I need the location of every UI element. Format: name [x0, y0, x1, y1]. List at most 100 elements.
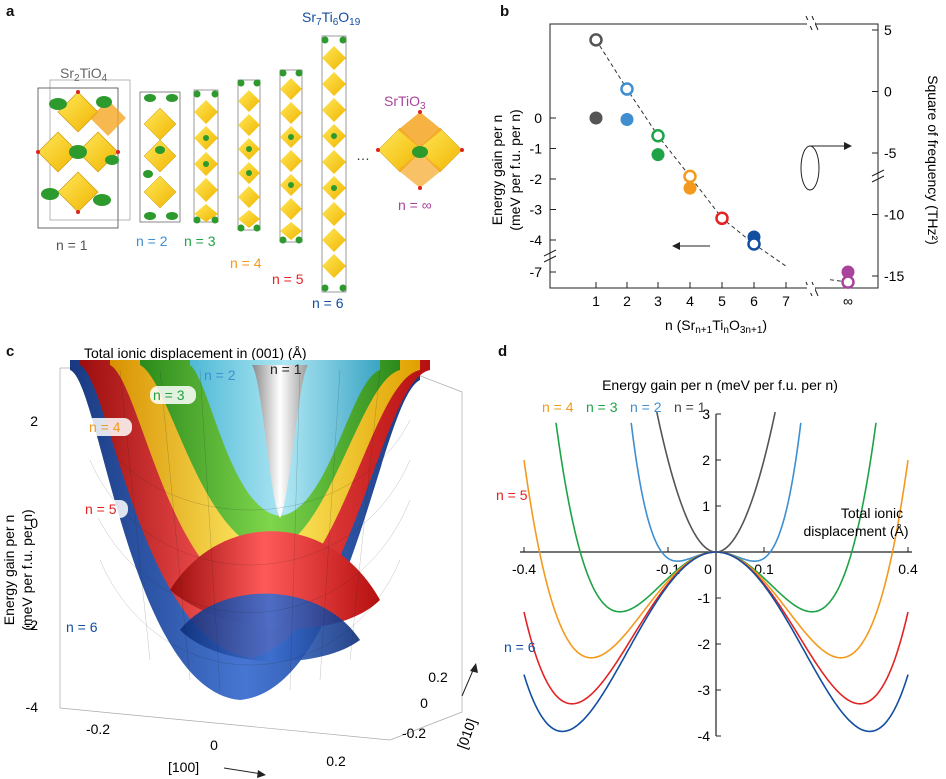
arrow-right-indicator: [800, 142, 852, 191]
structure-n6: [321, 35, 347, 293]
x-tick-label: 5: [718, 293, 726, 309]
structure-n1: [36, 79, 131, 229]
z-label-2: (meV per f.u. per n): [19, 509, 35, 630]
y-tick-label: 2: [702, 452, 710, 468]
z-label-1: Energy gain per n: [1, 515, 17, 626]
frequency-point: [841, 275, 855, 289]
frequency-point: [620, 82, 634, 96]
frequency-point: [589, 33, 603, 47]
label-ninf: n = ∞: [398, 197, 432, 213]
left-axis-ticks: 0 -1 -2 -3 -4 -7: [530, 110, 556, 280]
plot-b-frame: [549, 23, 879, 289]
right-axis-ticks: 5 0 -5 -10 -15: [872, 22, 904, 284]
arrow-left-indicator: [672, 242, 710, 250]
frequency-point: [747, 237, 761, 251]
right-tick-label: 0: [884, 84, 892, 100]
panel-b-label: b: [500, 3, 509, 20]
y-right-label: Square of frequency (THz²): [925, 75, 941, 245]
left-tick-label: -3: [530, 202, 543, 218]
structure-n2: [139, 91, 181, 223]
panel-c-label: c: [6, 343, 14, 360]
label-d-n6: n = 6: [504, 639, 536, 655]
right-tick-label: -5: [884, 145, 897, 161]
label-d-n3: n = 3: [586, 399, 618, 415]
x-tick-label: 3: [654, 293, 662, 309]
sr2tio4-formula: Sr2TiO4: [60, 65, 108, 84]
surface-n1: [252, 365, 308, 518]
left-tick-label: -1: [530, 141, 543, 157]
label-n4: n = 4: [230, 255, 262, 271]
energy-point: [841, 265, 855, 279]
label-n5: n = 5: [272, 271, 304, 287]
label-n3: n = 3: [184, 233, 216, 249]
label-c-n2: n = 2: [204, 367, 236, 383]
label-d-n2: n = 2: [630, 399, 662, 415]
z-tick: 2: [30, 413, 38, 429]
label-c-n3: n = 3: [153, 387, 185, 403]
x-tick-label: 2: [623, 293, 631, 309]
label-n2: n = 2: [136, 233, 168, 249]
structure-ninf: [376, 110, 464, 190]
frequency-point: [683, 169, 697, 184]
x-axis-ticks-c: -0.2 0 0.2: [86, 721, 346, 769]
box-frame: [59, 367, 463, 741]
x-tick-label: 1: [592, 293, 600, 309]
x-axis-label-c: [100]: [168, 759, 199, 775]
curve-labels-d: n = 4 n = 3 n = 2 n = 1 n = 5 n = 6: [496, 399, 706, 655]
x-tick-label: 6: [750, 293, 758, 309]
z-tick: -2: [26, 617, 39, 633]
panel-d-label: d: [498, 343, 507, 360]
structure-n3: [193, 89, 219, 224]
x-axis-label: n (Srn+1TinO3n+1): [665, 317, 767, 336]
z-tick: -4: [26, 699, 39, 715]
panel-b: b 0 -1 -2 -3 -4 -7 5 0 -5 -10 -15 1 2 3 4 5 6 7 ∞ Energy…: [489, 3, 941, 336]
ellipsis: …: [356, 147, 370, 163]
left-tick-label: -7: [530, 264, 543, 280]
right-tick-label: 5: [884, 22, 892, 38]
y-tick-label: -1: [698, 590, 711, 606]
axes-d: 321-1-2-3-4-0.4 -0.1 0 0.1 0.4: [512, 406, 918, 744]
label-n6: n = 6: [312, 295, 344, 311]
y-axis-ticks-c: 0.2 0 -0.2: [402, 669, 448, 741]
energy-point: [589, 111, 603, 125]
y-left-label-1: Energy gain per n: [489, 115, 505, 226]
sr7ti6o19-formula: Sr7Ti6O19: [302, 9, 361, 28]
x-tick-label: ∞: [843, 293, 853, 309]
y-tick-label: -3: [698, 682, 711, 698]
x-axis-arrow-c: [223, 767, 266, 778]
y-tick-label: 3: [702, 406, 710, 422]
data-points: [589, 33, 855, 289]
x-label-d-1: Total ionic: [841, 505, 903, 521]
y-axis-label-c: [010]: [454, 716, 480, 751]
axis-break-marks: [543, 15, 885, 297]
label-c-n6: n = 6: [66, 619, 98, 635]
frequency-point: [715, 211, 729, 225]
label-n1: n = 1: [56, 237, 88, 253]
energy-point: [683, 181, 697, 195]
z-tick: 0: [30, 515, 38, 531]
curve-n6: [523, 551, 909, 733]
y-tick-label: -4: [698, 728, 711, 744]
panel-c-title: Total ionic displacement in (001) (Å): [84, 345, 307, 361]
panel-a-label: a: [6, 3, 15, 20]
x-tick-label: -0.4: [512, 561, 536, 577]
y-tick: 0.2: [428, 669, 448, 685]
fit-dashed-line: [595, 39, 849, 283]
label-d-n1: n = 1: [674, 399, 706, 415]
central-dome-blue: [180, 593, 360, 662]
x-tick-label: 0.4: [898, 561, 918, 577]
y-axis-arrow-c: [461, 663, 478, 697]
left-tick-label: 0: [534, 110, 542, 126]
panel-d: d Energy gain per n (meV per f.u. per n)…: [496, 343, 918, 744]
y-tick-label: -2: [698, 636, 711, 652]
srtio3-formula: SrTiO3: [384, 93, 426, 112]
x-axis-ticks: 1 2 3 4 5 6 7 ∞: [592, 282, 853, 309]
right-tick-label: -15: [884, 268, 904, 284]
left-tick-label: -4: [530, 232, 543, 248]
label-c-n1: n = 1: [270, 361, 302, 377]
x-tick-label: 4: [686, 293, 694, 309]
energy-point: [651, 148, 665, 162]
y-tick-label: 1: [702, 498, 710, 514]
panel-c: c Total ionic displacement in (001) (Å) …: [1, 343, 480, 778]
x-tick: 0.2: [326, 753, 346, 769]
